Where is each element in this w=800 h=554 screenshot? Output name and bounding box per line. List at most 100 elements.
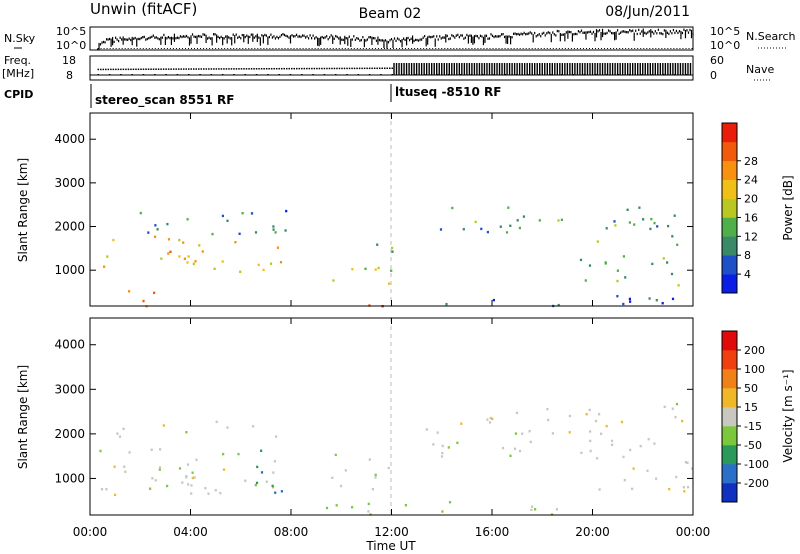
velocity-cell xyxy=(589,439,592,443)
velocity-swatch xyxy=(722,350,737,370)
nsearch-point xyxy=(492,48,494,49)
velocity-cell xyxy=(646,469,649,472)
velocity-cell xyxy=(116,432,119,435)
nsearch-point xyxy=(263,48,265,49)
velocity-cell xyxy=(344,469,347,472)
power-cell xyxy=(154,235,157,238)
velocity-cell xyxy=(100,488,104,491)
nave-point xyxy=(215,68,218,70)
nsearch-point xyxy=(628,48,630,49)
velocity-cell xyxy=(113,465,116,468)
nave-point xyxy=(132,68,135,71)
nsearch-point xyxy=(139,48,141,49)
nsearch-point xyxy=(227,48,229,49)
nave-point xyxy=(391,67,393,69)
nave-point xyxy=(220,68,223,70)
nave-point xyxy=(318,67,321,70)
nave-point xyxy=(195,68,198,70)
velocity-cell xyxy=(374,476,377,479)
power-cell xyxy=(178,238,181,242)
velocity-cell xyxy=(611,443,614,446)
nsearch-point xyxy=(278,48,280,49)
nave-point xyxy=(383,67,386,70)
nsearch-tick-bottom: 10^0 xyxy=(710,39,740,52)
nsearch-point xyxy=(212,48,214,49)
nsearch-point xyxy=(558,48,560,49)
nsearch-point xyxy=(206,48,208,49)
velocity-cell xyxy=(622,455,625,459)
nave-point xyxy=(298,67,301,70)
velocity-cell xyxy=(367,502,370,506)
velocity-cell xyxy=(185,431,188,434)
nave-point xyxy=(313,67,316,70)
power-cell xyxy=(613,220,616,223)
power-cell xyxy=(642,218,645,221)
nsearch-point xyxy=(191,48,193,49)
nave-point xyxy=(135,68,137,71)
power-cell xyxy=(616,269,619,272)
power-cell xyxy=(507,206,510,209)
power-cell xyxy=(480,227,483,231)
velocity-swatch xyxy=(722,426,737,446)
velocity-cell xyxy=(684,461,687,464)
velocity-cell xyxy=(489,416,492,420)
velocity-cell xyxy=(491,417,494,420)
nsearch-point xyxy=(652,48,654,49)
power-cell xyxy=(112,238,115,242)
power-cell xyxy=(462,228,465,231)
nsearch-point xyxy=(585,48,587,49)
power-cell xyxy=(254,231,258,234)
nsearch-point xyxy=(525,48,527,49)
nsearch-point xyxy=(564,48,566,49)
velocity-cell xyxy=(551,432,554,435)
nsearch-point xyxy=(347,48,349,49)
nave-point xyxy=(157,68,160,70)
velocity-cell xyxy=(425,428,428,431)
velocity-cell xyxy=(275,435,278,438)
velocity-cell xyxy=(371,488,374,491)
velocity-cell xyxy=(639,445,642,448)
velocity-cell xyxy=(675,475,678,479)
velocity-cell xyxy=(681,419,684,423)
velocity-cell xyxy=(647,438,650,441)
velocity-cell xyxy=(440,455,444,458)
velocity-cell xyxy=(367,510,370,513)
nave-point xyxy=(278,67,280,70)
velocity-cell xyxy=(598,413,601,416)
nave-point xyxy=(248,68,250,70)
nsearch-point xyxy=(260,48,262,49)
power-cell xyxy=(560,218,563,221)
nave-point xyxy=(328,67,331,70)
nave-point xyxy=(102,68,105,71)
power-colorbar-tick-label: 12 xyxy=(744,230,758,243)
nsearch-point xyxy=(157,48,159,49)
power-swatch xyxy=(722,255,737,275)
nsearch-point xyxy=(248,48,250,49)
nave-point xyxy=(363,67,366,70)
nsearch-point xyxy=(474,48,476,49)
nsearch-point xyxy=(245,48,247,49)
nsearch-point xyxy=(504,48,506,49)
nsearch-point xyxy=(169,48,171,49)
velocity-cell xyxy=(128,451,131,454)
power-colorbar-tick-label: 24 xyxy=(744,174,758,187)
power-heatmap xyxy=(103,206,680,308)
nsearch-point xyxy=(588,48,590,49)
nave-point xyxy=(233,68,235,70)
nsearch-point xyxy=(106,48,108,49)
nsearch-point xyxy=(414,48,416,49)
power-cell xyxy=(241,212,244,215)
nave-point xyxy=(346,67,348,70)
nsearch-point xyxy=(338,48,340,49)
nsearch-point xyxy=(459,48,461,49)
y-tick-label: 4000 xyxy=(54,132,85,146)
nsearch-point xyxy=(570,48,572,49)
power-cell xyxy=(377,266,380,270)
nave-tick-bottom: 0 xyxy=(710,69,717,82)
cpid-program-1: stereo_scan 8551 RF xyxy=(95,93,234,108)
nsearch-point xyxy=(540,48,542,49)
power-swatch xyxy=(722,236,737,256)
x-axis-label: Time UT xyxy=(365,539,416,553)
nsearch-point xyxy=(453,48,455,49)
x-tick-label: 16:00 xyxy=(475,525,510,539)
